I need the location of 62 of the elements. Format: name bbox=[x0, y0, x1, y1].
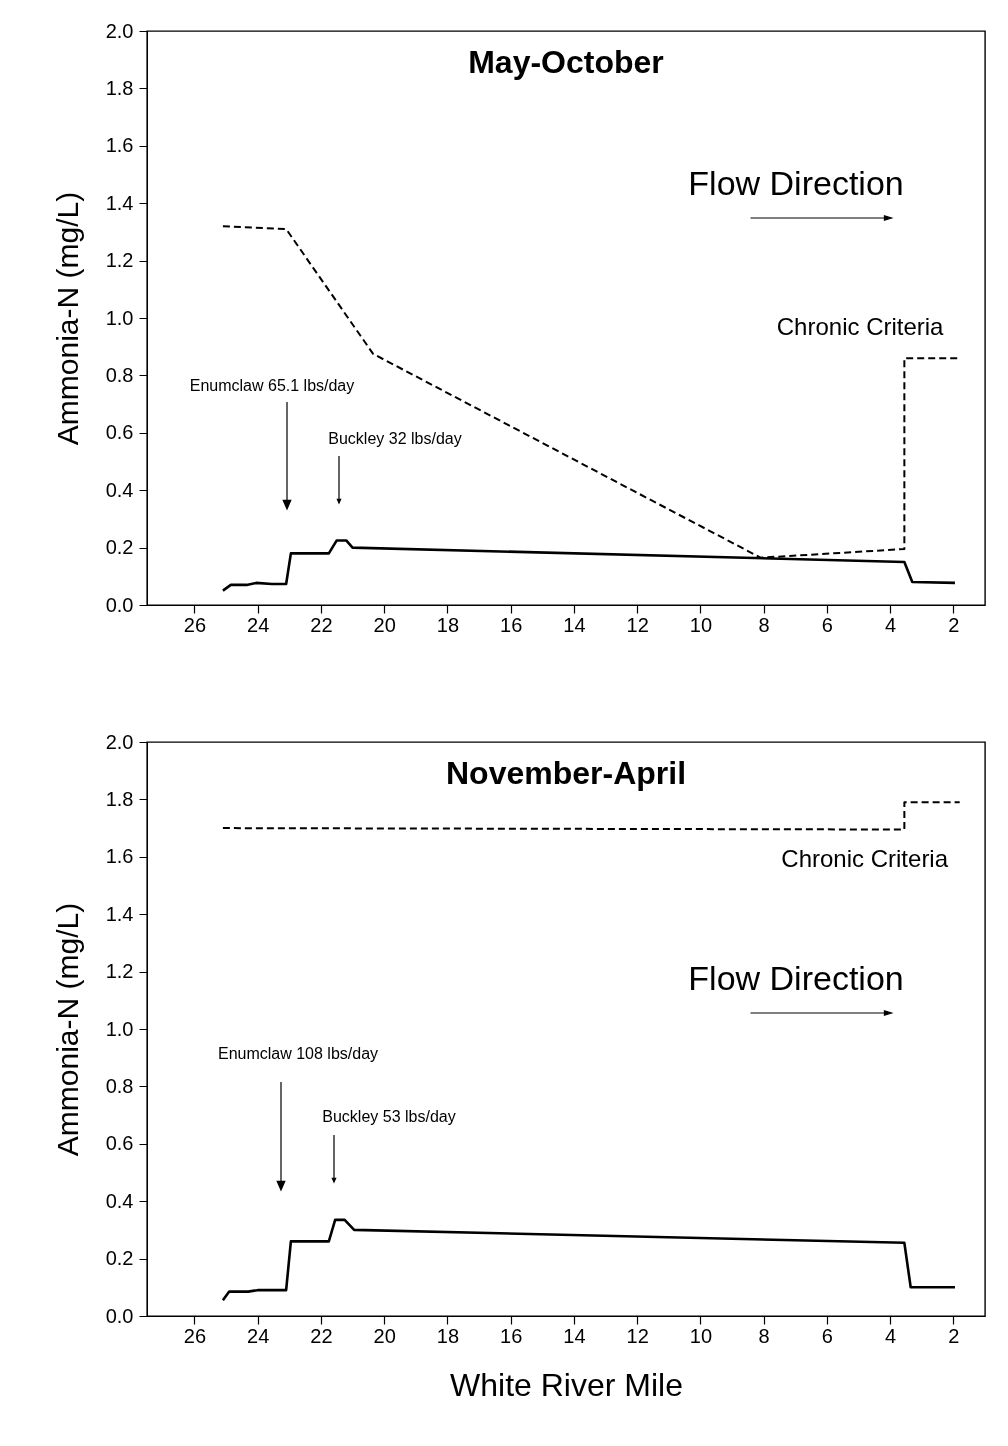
x-tick-label: 8 bbox=[758, 1324, 770, 1347]
x-tick-label: 20 bbox=[373, 1324, 396, 1347]
y-tick-label: 0.2 bbox=[105, 536, 134, 559]
x-axis-title: White River Mile bbox=[450, 1366, 683, 1403]
x-tick-label: 6 bbox=[821, 1324, 833, 1347]
y-tick-label: 0.8 bbox=[105, 363, 134, 386]
y-tick-label: 1.8 bbox=[105, 76, 134, 99]
y-tick-label: 0.4 bbox=[105, 478, 134, 501]
x-tick-label: 8 bbox=[758, 613, 770, 636]
x-tick-label: 26 bbox=[183, 613, 207, 636]
y-axis-title: Ammonia-N (mg/L) bbox=[50, 191, 84, 446]
y-tick-label: 0.6 bbox=[105, 1132, 134, 1155]
y-axis-title: Ammonia-N (mg/L) bbox=[50, 902, 84, 1157]
y-tick-label: 0.2 bbox=[105, 1247, 134, 1270]
y-tick-label: 2.0 bbox=[105, 19, 134, 42]
x-tick-label: 20 bbox=[373, 613, 396, 636]
y-tick-label: 0.0 bbox=[105, 1304, 134, 1327]
y-tick-label: 1.8 bbox=[105, 787, 134, 810]
x-tick-label: 10 bbox=[689, 613, 713, 636]
series-label: Chronic Criteria bbox=[776, 313, 945, 341]
x-tick-label: 18 bbox=[436, 1324, 460, 1347]
series-label: Chronic Criteria bbox=[781, 845, 949, 873]
annotation: Enumclaw 65.1 lbs/day bbox=[189, 377, 355, 394]
x-tick-label: 16 bbox=[500, 1324, 523, 1347]
annotation: Buckley 53 lbs/day bbox=[322, 1108, 456, 1125]
annotation: Enumclaw 108 lbs/day bbox=[217, 1045, 379, 1062]
y-tick-label: 1.0 bbox=[105, 1017, 134, 1040]
x-tick-label: 4 bbox=[885, 1324, 897, 1347]
chart-title: May-October bbox=[468, 44, 664, 80]
x-tick-label: 18 bbox=[436, 613, 460, 636]
line-series bbox=[221, 1218, 957, 1302]
y-tick-label: 1.0 bbox=[105, 306, 134, 329]
x-tick-label: 12 bbox=[626, 613, 649, 636]
annotation: Flow Direction bbox=[688, 164, 904, 202]
annotation: Flow Direction bbox=[688, 959, 904, 997]
x-tick-label: 2 bbox=[948, 613, 960, 636]
x-tick-label: 4 bbox=[885, 613, 897, 636]
x-tick-label: 22 bbox=[310, 613, 333, 636]
y-tick-label: 1.2 bbox=[105, 960, 134, 983]
y-tick-label: 1.2 bbox=[105, 249, 134, 272]
y-tick-label: 1.6 bbox=[105, 134, 134, 157]
y-tick-label: 1.6 bbox=[105, 845, 134, 868]
x-tick-label: 10 bbox=[689, 1324, 713, 1347]
chart-title: November-April bbox=[445, 755, 687, 791]
x-tick-label: 2 bbox=[948, 1324, 960, 1347]
x-tick-label: 14 bbox=[563, 1324, 586, 1347]
x-tick-label: 22 bbox=[310, 1324, 333, 1347]
x-tick-label: 6 bbox=[821, 613, 833, 636]
x-tick-label: 14 bbox=[563, 613, 586, 636]
y-tick-label: 0.0 bbox=[105, 593, 134, 616]
y-tick-label: 1.4 bbox=[105, 191, 134, 214]
y-tick-label: 0.8 bbox=[105, 1074, 134, 1097]
y-tick-label: 0.4 bbox=[105, 1189, 134, 1212]
x-tick-label: 12 bbox=[626, 1324, 649, 1347]
y-tick-label: 0.6 bbox=[105, 421, 134, 444]
x-tick-label: 16 bbox=[500, 613, 523, 636]
x-tick-label: 24 bbox=[247, 613, 270, 636]
y-tick-label: 1.4 bbox=[105, 902, 134, 925]
x-tick-label: 24 bbox=[247, 1324, 270, 1347]
y-tick-label: 2.0 bbox=[105, 730, 134, 753]
x-tick-label: 26 bbox=[183, 1324, 207, 1347]
annotation: Buckley 32 lbs/day bbox=[328, 430, 462, 447]
